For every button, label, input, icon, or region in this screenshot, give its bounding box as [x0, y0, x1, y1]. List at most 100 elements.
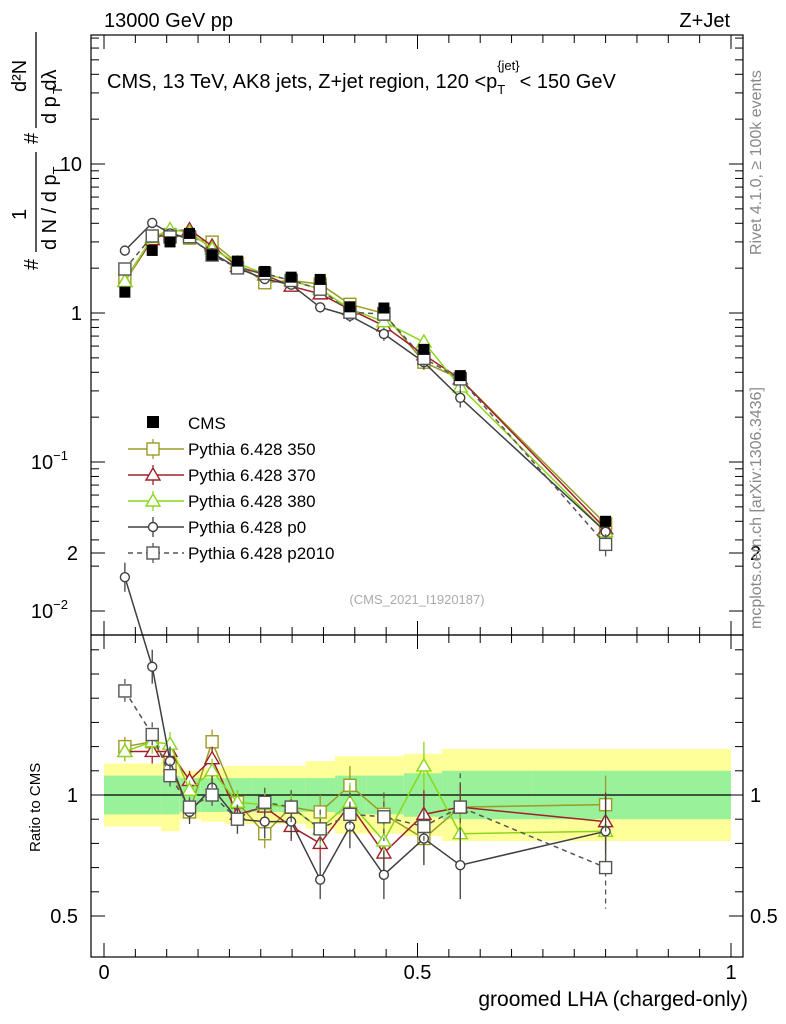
cms-point	[164, 236, 176, 248]
rivet-label: Rivet 4.1.0, ≥ 100k events	[748, 70, 765, 255]
cms-point	[344, 301, 356, 313]
cms-point	[259, 265, 271, 277]
series-point-ratio	[598, 860, 613, 875]
cms-point	[231, 255, 243, 267]
mcplots-label: mcplots.cern.ch [arXiv:1306.3436]	[748, 387, 765, 629]
cms-point	[119, 286, 131, 298]
x-axis-label: groomed LHA (charged-only)	[478, 988, 748, 1011]
cms-point	[146, 244, 158, 256]
series-main	[116, 221, 614, 538]
ratio-ytick-label: 0.5	[50, 906, 78, 928]
legend: CMS Pythia 6.428 350 Pythia 6.428 370 Pythi…	[128, 414, 335, 563]
series-point-main	[116, 273, 134, 288]
cms-point	[378, 302, 390, 314]
series-point-ratio	[163, 768, 177, 783]
ratio-y-axis-label: Ratio to CMS	[27, 763, 44, 852]
series-point-ratio	[378, 869, 390, 881]
series-point-main	[145, 229, 159, 243]
series-point-ratio	[182, 800, 197, 814]
legend-entry: Pythia 6.428 350	[128, 439, 316, 459]
legend-marker	[147, 521, 159, 533]
legend-label: Pythia 6.428 380	[188, 492, 316, 511]
legend-marker	[144, 492, 162, 507]
series-line-ratio	[124, 740, 606, 843]
main-ytick-label: 10	[60, 154, 82, 176]
cms-point	[206, 249, 218, 261]
ratio-ytick-label-right: 2	[750, 543, 761, 565]
series-point-main	[147, 217, 158, 229]
series-point-ratio	[181, 781, 198, 796]
title-pre: CMS, 13 TeV, AK8 jets, Z+jet region, 120…	[107, 71, 497, 93]
series-point-main	[455, 392, 466, 403]
cms-point	[184, 227, 196, 239]
series-point-ratio	[145, 727, 159, 742]
title-sup: {jet}	[497, 58, 520, 73]
legend-label: Pythia 6.428 370	[188, 466, 316, 485]
ylabel-hash-1: #	[21, 258, 43, 270]
series-point-ratio	[258, 795, 272, 809]
ylabel-den2-text: d p dλ	[39, 70, 61, 124]
main-panel: 10−2 10−1 1 10 CMS, 13 TeV, AK8 jets, Z+jet…	[31, 34, 744, 636]
series-point-ratio	[230, 812, 245, 826]
series-point-ratio	[455, 859, 466, 871]
title-post: < 150 GeV	[520, 71, 617, 93]
ratio-ytick-label: 2	[67, 543, 78, 565]
ylabel-den1-text: d N / d p	[39, 174, 61, 250]
ylabel-den2-sub: T	[50, 86, 65, 94]
xtick-label: 0	[98, 962, 109, 984]
legend-entry: Pythia 6.428 p0	[128, 517, 306, 537]
series-line-main	[124, 228, 607, 533]
main-ytick-exp: −2	[53, 597, 68, 612]
cms-point	[418, 343, 430, 355]
series-point-ratio	[417, 819, 431, 834]
ratio-ytick-label: 1	[67, 785, 78, 807]
series-point-main	[313, 282, 327, 296]
series-point-main	[314, 302, 326, 313]
series-point-ratio	[118, 684, 132, 698]
series-main	[118, 227, 613, 533]
main-ytick-exp: −1	[53, 448, 68, 463]
legend-entry-cms: CMS	[147, 414, 226, 433]
series-ratio	[118, 678, 613, 909]
series-point-ratio	[314, 874, 326, 885]
legend-label: Pythia 6.428 p2010	[188, 544, 335, 563]
series-point-ratio	[147, 661, 158, 672]
series-point-main	[378, 328, 390, 340]
cms-point	[454, 370, 466, 382]
ratio-ytick-label-right: 0.5	[750, 906, 778, 928]
legend-entry: Pythia 6.428 370	[128, 465, 316, 485]
series-point-main	[598, 537, 613, 552]
series-point-ratio	[343, 807, 357, 822]
main-ytick-label: 10−1	[31, 448, 68, 474]
ylabel-den1: d N / d pT	[39, 166, 65, 250]
main-ytick-label: 10−2	[31, 597, 68, 623]
series-point-ratio	[415, 757, 433, 772]
xtick-label: 1	[725, 962, 736, 984]
series-point-main	[118, 262, 132, 276]
title-sub: T	[497, 82, 505, 97]
legend-marker	[146, 442, 160, 456]
chart-title: CMS, 13 TeV, AK8 jets, Z+jet region, 120…	[107, 58, 616, 97]
cms-point	[600, 515, 612, 527]
energy-label: 13000 GeV pp	[104, 10, 233, 32]
cms-point	[285, 271, 297, 283]
legend-marker	[144, 466, 162, 481]
series-point-ratio	[116, 743, 134, 758]
series-point-ratio	[313, 822, 327, 836]
series-point-ratio	[205, 735, 219, 749]
ylabel-den1-sub: T	[50, 166, 65, 174]
ylabel-one: 1	[9, 209, 31, 220]
legend-marker-cms	[147, 416, 159, 428]
series-point-ratio	[205, 788, 219, 802]
main-ytick-label: 1	[71, 303, 82, 325]
legend-label: Pythia 6.428 350	[188, 440, 316, 459]
legend-entry: Pythia 6.428 380	[128, 491, 316, 511]
legend-entry: Pythia 6.428 p2010	[128, 543, 335, 563]
series-point-ratio	[119, 572, 131, 583]
xtick-label: 0.5	[404, 962, 432, 984]
ylabel-num: d²N	[9, 60, 31, 92]
cms-point	[314, 273, 326, 285]
series-point-ratio	[259, 816, 270, 827]
analysis-watermark: (CMS_2021_I1920187)	[349, 592, 484, 607]
